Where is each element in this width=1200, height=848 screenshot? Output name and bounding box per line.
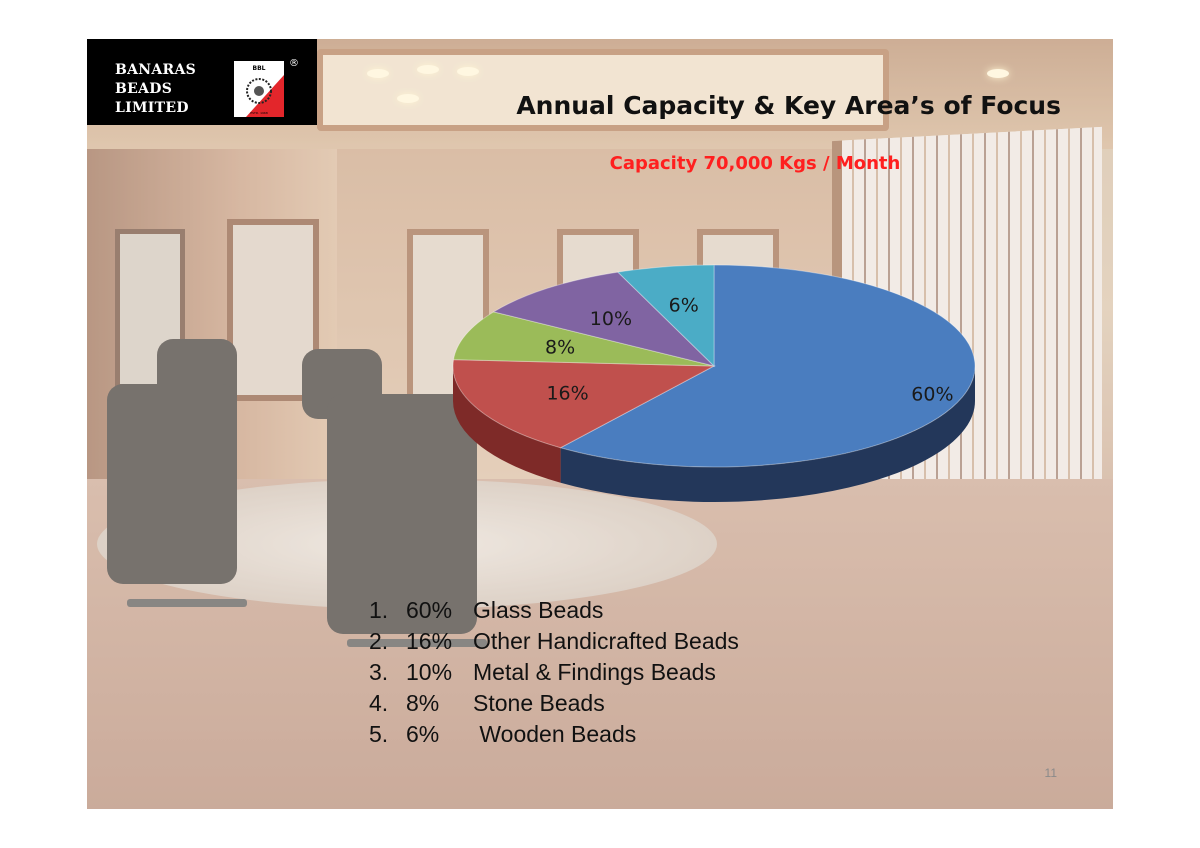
pie-chart: 60% 16% 8% 10% 6% — [452, 264, 976, 503]
pie-slice — [616, 264, 715, 368]
ceiling-light — [367, 69, 389, 78]
legend-item: 4. 8% Stone Beads — [369, 688, 739, 719]
legend-item-label: Metal & Findings Beads — [473, 659, 716, 685]
pie-slice — [452, 359, 716, 449]
legend-item-number: 2. — [369, 628, 389, 654]
legend-item-number: 4. — [369, 690, 389, 716]
background-ceiling-panel — [317, 49, 889, 131]
page-number: 11 — [1044, 766, 1057, 780]
ceiling-light — [457, 67, 479, 76]
legend-item-percent: 10% — [406, 659, 453, 685]
pie-slice-label: 6% — [669, 295, 699, 317]
legend-item-percent: 16% — [406, 628, 453, 654]
chart-title: Annual Capacity & Key Area’s of Focus — [516, 91, 1061, 120]
legend-item-number: 1. — [369, 597, 389, 623]
pie-slice — [452, 311, 715, 367]
legend-item: 2. 16% Other Handicrafted Beads — [369, 626, 739, 657]
ceiling-light — [397, 94, 419, 103]
legend-item-label: Stone Beads — [473, 690, 605, 716]
legend-item-label: Glass Beads — [473, 597, 604, 623]
legend-item-label: Other Handicrafted Beads — [473, 628, 739, 654]
legend-list: 1. 60% Glass Beads 2. 16% Other Handicrafted … — [369, 595, 739, 750]
ceiling-light — [417, 65, 439, 74]
background-chair — [327, 394, 477, 634]
legend-item-percent: 8% — [406, 690, 440, 716]
slide: BANARAS BEADS LIMITED BBL ESTD. 1968 ® A… — [87, 39, 1113, 809]
background-chair-base — [127, 599, 247, 607]
legend-item: 1. 60% Glass Beads — [369, 595, 739, 626]
logo-text-line: BEADS — [115, 81, 173, 97]
background-chair — [107, 384, 237, 584]
background-chair-base — [347, 639, 487, 647]
pie-slice — [492, 271, 716, 367]
pie-slice — [559, 264, 976, 468]
pie-slice-label: 16% — [546, 383, 588, 405]
ceiling-light — [987, 69, 1009, 78]
pie-slice-side — [453, 366, 561, 483]
legend-item-percent: 6% — [406, 721, 440, 747]
logo-text-line: LIMITED — [115, 100, 189, 116]
logo-text-line: BANARAS — [115, 62, 197, 78]
pie-slice-label: 10% — [590, 308, 632, 330]
logo-emblem-icon: BBL ESTD. 1968 — [234, 61, 284, 117]
legend-item: 3. 10% Metal & Findings Beads — [369, 657, 739, 688]
legend-item-number: 3. — [369, 659, 389, 685]
logo-emblem-subtext: ESTD. 1968 — [250, 111, 268, 115]
legend-item-label: Wooden Beads — [473, 721, 637, 747]
legend-item-number: 5. — [369, 721, 389, 747]
company-logo: BANARAS BEADS LIMITED BBL ESTD. 1968 ® — [87, 39, 317, 125]
chart-subtitle: Capacity 70,000 Kgs / Month — [609, 153, 901, 174]
legend-item: 5. 6% Wooden Beads — [369, 719, 739, 750]
pie-slice-label: 8% — [545, 337, 575, 359]
pie-slice-label: 60% — [911, 384, 953, 406]
logo-emblem-text: BBL — [253, 65, 266, 72]
pie-slice-side — [560, 366, 975, 503]
legend-item-percent: 60% — [406, 597, 453, 623]
registered-mark: ® — [289, 58, 299, 69]
